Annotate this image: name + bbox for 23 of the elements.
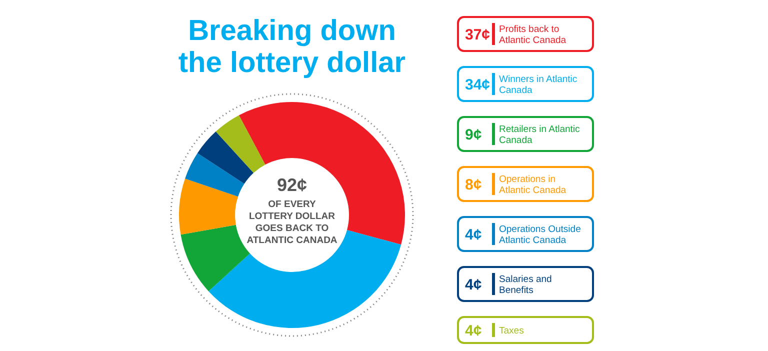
- data-label: 4¢: [465, 276, 482, 294]
- legend-label: Operations Outside Atlantic Canada: [499, 224, 581, 246]
- legend-label: Operations in Atlantic Canada: [499, 174, 567, 196]
- data-label: 34¢: [465, 76, 490, 94]
- data-label: 9¢: [465, 126, 482, 144]
- legend-label: Retailers in Atlantic Canada: [499, 124, 580, 146]
- data-label: 4¢: [465, 226, 482, 244]
- donut-slice: [216, 115, 266, 173]
- chart-title: Breaking down the lottery dollar: [178, 15, 406, 79]
- data-label: 8¢: [465, 176, 482, 194]
- text: 92¢: [276, 175, 308, 195]
- text: OF EVERY LOTTERY DOLLAR GOES BACK TO ATLANTIC CANADA: [246, 199, 338, 246]
- data-label: 37¢: [465, 26, 490, 44]
- donut-slice: [197, 132, 254, 184]
- donut-slice: [185, 153, 244, 197]
- donut-slice: [179, 178, 238, 235]
- donut-slice: [208, 230, 402, 328]
- legend-label: Taxes: [499, 326, 524, 336]
- donut-slice: [238, 102, 405, 245]
- data-label: 4¢: [465, 322, 482, 340]
- legend-label: Profits back to Atlantic Canada: [499, 24, 567, 46]
- legend-label: Winners in Atlantic Canada: [499, 74, 578, 96]
- legend-label: Salaries and Benefits: [499, 274, 552, 296]
